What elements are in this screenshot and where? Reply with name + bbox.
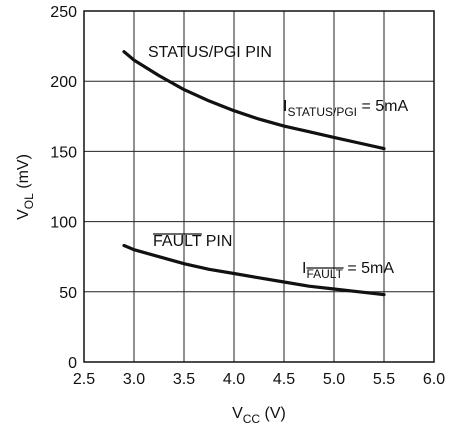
x-tick-labels: 2.5 3.0 3.5 4.0 4.5 5.0 5.5 6.0 bbox=[73, 371, 445, 388]
condition-label-status-pgi: ISTATUS/PGI = 5mA bbox=[283, 98, 408, 119]
series-label-fault-rest: PIN bbox=[201, 233, 232, 250]
y-axis-title-main: V bbox=[15, 209, 32, 220]
condition-rest-fault: = 5mA bbox=[343, 260, 394, 277]
x-tick-label: 3.5 bbox=[173, 371, 195, 388]
y-tick-label: 150 bbox=[50, 144, 77, 161]
series-curve-fault bbox=[122, 243, 386, 297]
y-tick-label: 50 bbox=[59, 285, 77, 302]
condition-sub-status-pgi: STATUS/PGI bbox=[287, 105, 357, 119]
y-tick-labels: 0 50 100 150 200 250 bbox=[50, 4, 77, 372]
condition-label-fault: IFAULT = 5mA bbox=[302, 260, 394, 281]
series-curves bbox=[122, 50, 386, 297]
condition-main-fault: I bbox=[302, 260, 306, 277]
series-label-status-pgi: STATUS/PGI PIN bbox=[148, 44, 272, 61]
y-axis-title-sub: OL bbox=[22, 193, 36, 209]
y-axis-title: VOL (mV) bbox=[15, 154, 36, 220]
x-tick-label: 2.5 bbox=[73, 371, 95, 388]
y-tick-label: 0 bbox=[68, 355, 77, 372]
grid-lines bbox=[83, 10, 435, 363]
series-label-fault-overbar-text: FAULT bbox=[153, 233, 202, 250]
y-tick-label: 250 bbox=[50, 4, 77, 21]
x-tick-label: 6.0 bbox=[423, 371, 445, 388]
condition-sub-fault: FAULT bbox=[306, 267, 343, 281]
y-tick-label: 100 bbox=[50, 215, 77, 232]
x-tick-label: 3.0 bbox=[123, 371, 145, 388]
x-axis-title-sub: CC bbox=[243, 412, 261, 425]
x-axis-title-unit: (V) bbox=[260, 405, 286, 422]
condition-rest-status-pgi: = 5mA bbox=[357, 98, 408, 115]
x-tick-label: 4.0 bbox=[223, 371, 245, 388]
y-axis-title-unit: (mV) bbox=[15, 154, 32, 193]
x-tick-label: 5.0 bbox=[323, 371, 345, 388]
plot-frame bbox=[83, 10, 435, 363]
series-curve-status-pgi bbox=[122, 50, 386, 151]
x-tick-label: 5.5 bbox=[373, 371, 395, 388]
condition-main-status-pgi: I bbox=[283, 98, 287, 115]
series-label-fault: FAULT PIN bbox=[153, 233, 232, 250]
x-axis-title: VCC (V) bbox=[232, 405, 286, 425]
x-tick-label: 4.5 bbox=[273, 371, 295, 388]
x-axis-title-main: V bbox=[232, 405, 243, 422]
y-tick-label: 200 bbox=[50, 74, 77, 91]
